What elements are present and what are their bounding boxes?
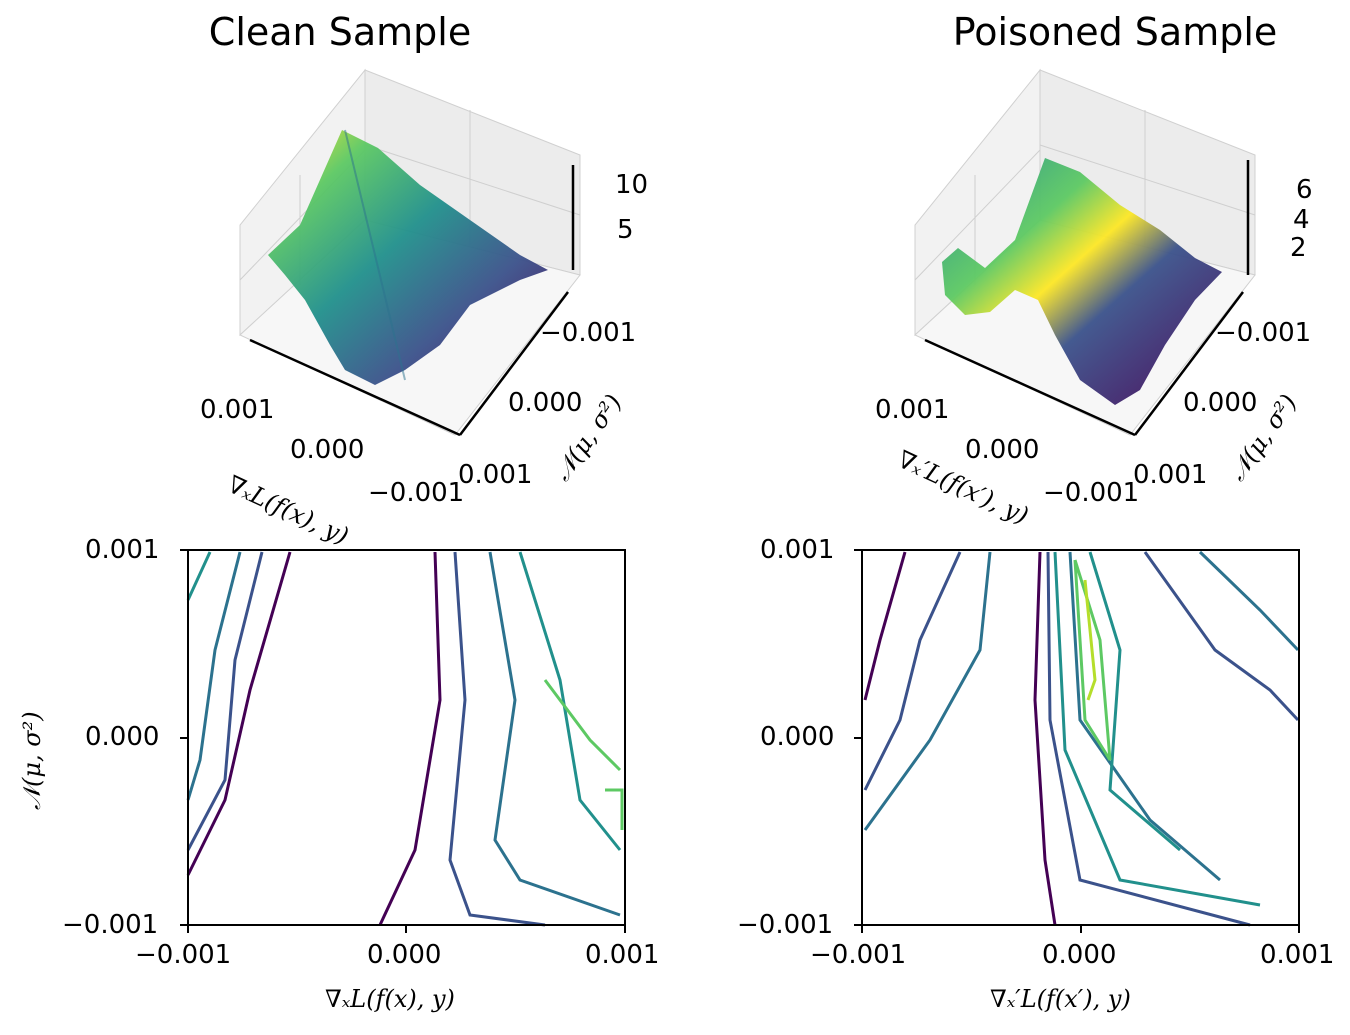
- poisoned-contour-x-tick: 0.001: [1260, 940, 1335, 970]
- poisoned-x-tick: 0.000: [965, 435, 1040, 465]
- clean-surface: [268, 130, 548, 385]
- clean-contour-x-tick: −0.001: [135, 940, 232, 970]
- poisoned-surface: [942, 158, 1222, 405]
- poisoned-title: Poisoned Sample: [952, 10, 1278, 54]
- clean-contour-frame: [180, 549, 626, 933]
- clean-z-tick: 10: [615, 170, 649, 200]
- poisoned-contour-x-tick: 0.000: [1042, 940, 1117, 970]
- poisoned-contour-xlabel: ∇ₓ′L(f(x′), y): [990, 985, 1131, 1013]
- clean-z-tick: 5: [617, 215, 634, 245]
- poisoned-z-tick: 6: [1296, 175, 1313, 205]
- poisoned-y-tick: −0.001: [1215, 318, 1312, 348]
- poisoned-y-tick: 0.000: [1183, 388, 1258, 418]
- clean-contour-x-tick: 0.001: [585, 940, 660, 970]
- clean-contour-y-tick: −0.001: [62, 910, 159, 940]
- poisoned-contour-frame: [854, 549, 1300, 933]
- clean-contour-x-tick: 0.000: [367, 940, 442, 970]
- clean-contour-xlabel: ∇ₓL(f(x), y): [325, 985, 455, 1013]
- clean-y-tick: 0.001: [458, 460, 533, 490]
- clean-x-tick: 0.001: [200, 395, 275, 425]
- poisoned-3d-axes: [924, 160, 1250, 437]
- clean-3d-axes: [249, 165, 575, 437]
- poisoned-contour-y-tick: 0.001: [760, 535, 835, 565]
- clean-contour-lines: [186, 551, 624, 927]
- clean-title: Clean Sample: [208, 10, 472, 54]
- clean-contour-y-tick: 0.000: [85, 722, 160, 752]
- clean-y-tick: −0.001: [540, 318, 637, 348]
- clean-contour-y-tick: 0.001: [85, 535, 160, 565]
- clean-contour-ylabel: 𝒩(μ, σ²): [18, 711, 46, 810]
- poisoned-z-tick: 4: [1293, 205, 1310, 235]
- poisoned-z-tick: 2: [1290, 233, 1307, 263]
- poisoned-y-tick: 0.001: [1133, 460, 1208, 490]
- clean-x-tick: −0.001: [368, 478, 465, 508]
- poisoned-x-tick: 0.001: [875, 395, 950, 425]
- poisoned-contour-y-tick: −0.001: [737, 910, 834, 940]
- clean-x-tick: 0.000: [290, 435, 365, 465]
- poisoned-contour-y-tick: 0.000: [760, 722, 835, 752]
- poisoned-x-tick: −0.001: [1043, 478, 1140, 508]
- poisoned-contour-lines: [863, 550, 1300, 927]
- clean-y-tick: 0.000: [508, 388, 583, 418]
- poisoned-contour-x-tick: −0.001: [810, 940, 907, 970]
